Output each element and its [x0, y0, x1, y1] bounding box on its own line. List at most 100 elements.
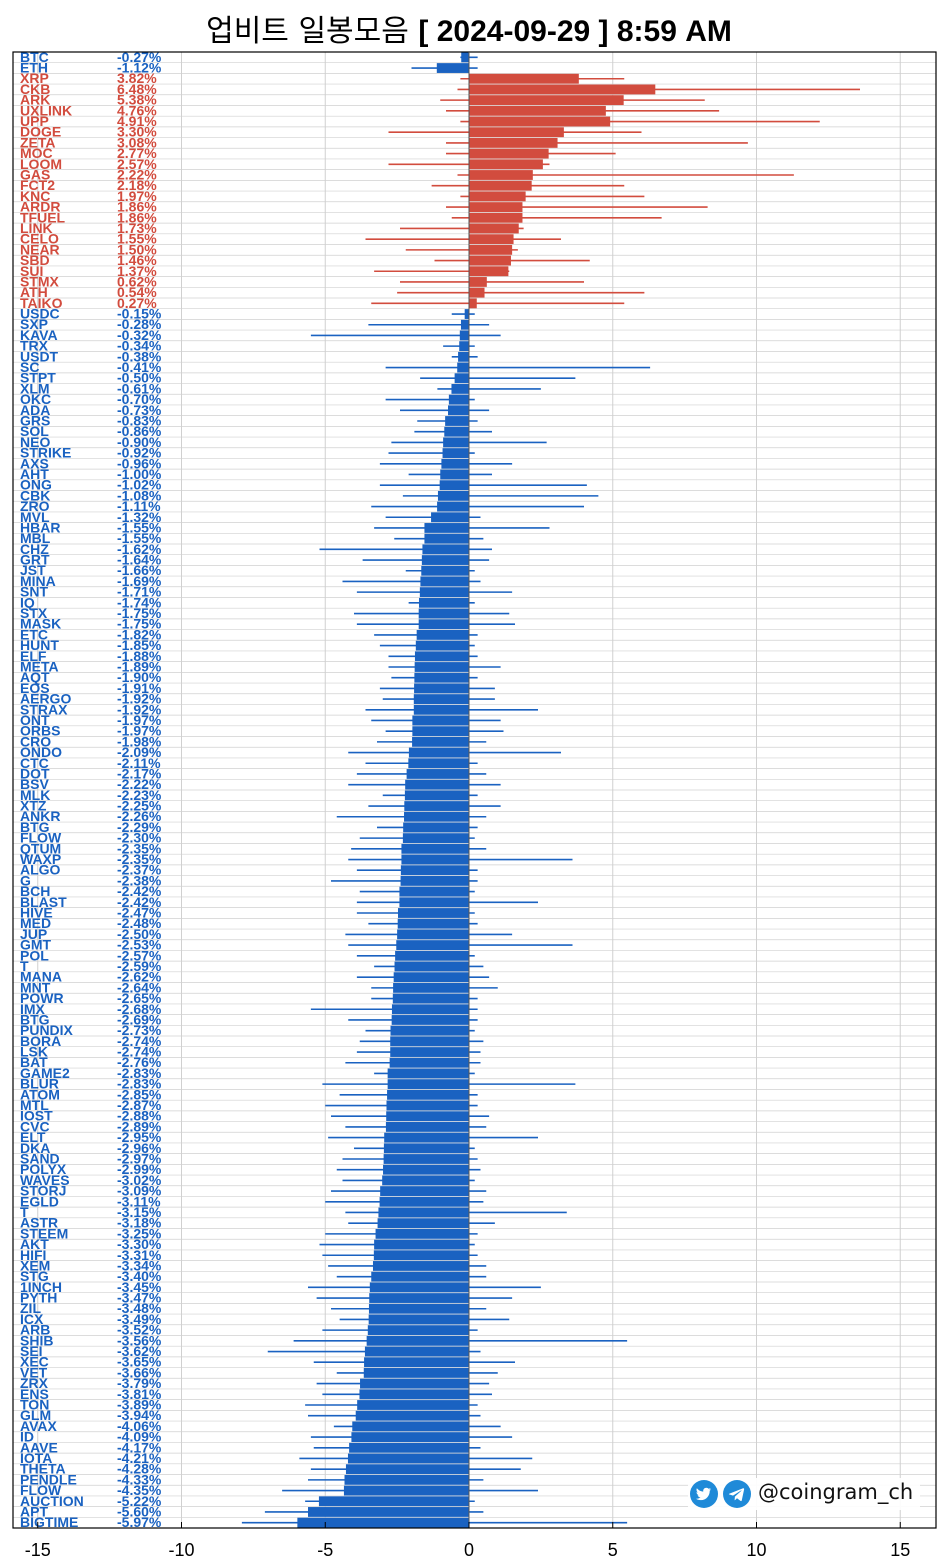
bar-symbol-label: STRAX: [20, 701, 68, 717]
bar-value-label: -2.53%: [117, 937, 162, 953]
bar-value-label: -1.55%: [117, 530, 162, 546]
labels-layer: BTC -0.27% ETH -1.12% XRP 3.82% CKB 6.48% ARK 5.3…: [20, 49, 162, 1530]
bar-symbol-label: CVC: [20, 1118, 50, 1134]
bar-value-label: -2.35%: [117, 840, 162, 856]
bar-symbol-label: T: [20, 1204, 29, 1220]
bar: [454, 373, 469, 384]
bar-value-label: -1.82%: [117, 626, 162, 642]
bar: [412, 726, 469, 737]
bar-value-label: 2.77%: [117, 145, 157, 161]
bar-value-label: -0.28%: [117, 316, 162, 332]
bar: [414, 683, 469, 694]
bar: [412, 736, 469, 747]
bar-value-label: -0.70%: [117, 391, 162, 407]
bar-symbol-label: MASK: [20, 616, 61, 632]
bar-value-label: 3.82%: [117, 70, 157, 86]
bar-value-label: 1.46%: [117, 252, 157, 268]
bar-symbol-label: USDC: [20, 306, 60, 322]
bar-value-label: -0.15%: [117, 306, 162, 322]
bar: [369, 1293, 469, 1303]
bar-value-label: 4.91%: [117, 113, 157, 129]
bar-value-label: -3.94%: [117, 1407, 162, 1423]
bar-value-label: -3.49%: [117, 1311, 162, 1327]
bar-value-label: -5.97%: [117, 1514, 162, 1530]
bar: [406, 769, 469, 779]
bar: [431, 512, 469, 523]
bar-symbol-label: SBD: [20, 252, 50, 268]
bar-symbol-label: POL: [20, 947, 49, 963]
bar: [418, 608, 469, 619]
bar: [399, 886, 469, 897]
bar-symbol-label: GRS: [20, 413, 50, 429]
bar-symbol-label: IOTA: [20, 1450, 52, 1466]
bar-symbol-label: AUCTION: [20, 1493, 84, 1509]
bar-symbol-label: AERGO: [20, 691, 71, 707]
bar: [375, 1228, 469, 1239]
bar-value-label: -2.69%: [117, 1011, 162, 1027]
bar: [355, 1410, 469, 1421]
bar-value-label: -0.61%: [117, 380, 162, 396]
bar-symbol-label: META: [20, 659, 59, 675]
bar-value-label: -3.09%: [117, 1183, 162, 1199]
bar: [419, 587, 469, 598]
bar-symbol-label: LINK: [20, 220, 53, 236]
bar-value-label: -3.31%: [117, 1247, 162, 1263]
bar: [424, 523, 469, 533]
bar-symbol-label: DKA: [20, 1140, 50, 1156]
telegram-icon[interactable]: [723, 1480, 751, 1508]
bar-symbol-label: ICX: [20, 1311, 44, 1327]
bar: [383, 1164, 469, 1175]
twitter-icon[interactable]: [690, 1480, 718, 1508]
bar-symbol-label: MTL: [20, 1097, 49, 1113]
bar-value-label: -1.98%: [117, 733, 162, 749]
bar-value-label: -1.71%: [117, 584, 162, 600]
bar: [345, 1464, 469, 1475]
bar: [460, 319, 469, 330]
bar: [387, 1068, 469, 1079]
bar-symbol-label: ARDR: [20, 199, 60, 215]
bar: [343, 1485, 469, 1496]
bar-symbol-label: MNT: [20, 979, 51, 995]
bar-value-label: -3.45%: [117, 1279, 162, 1295]
bar-value-label: -3.40%: [117, 1268, 162, 1284]
bar-value-label: 4.76%: [117, 102, 157, 118]
bar-symbol-label: CTC: [20, 755, 49, 771]
bar-value-label: -1.92%: [117, 701, 162, 717]
bar: [444, 426, 469, 437]
bar-value-label: -1.97%: [117, 723, 162, 739]
bar: [352, 1421, 469, 1432]
bar-symbol-label: BCH: [20, 883, 50, 899]
bar-symbol-label: ASTR: [20, 1215, 58, 1231]
bar-symbol-label: CHZ: [20, 541, 49, 557]
bar-symbol-label: XTZ: [20, 798, 47, 814]
bar: [359, 1389, 469, 1400]
x-tick-label: -5: [317, 1540, 333, 1560]
bar-symbol-label: MVL: [20, 509, 50, 525]
bar-value-label: -2.65%: [117, 990, 162, 1006]
bar: [364, 1346, 469, 1357]
bar: [377, 1218, 469, 1229]
bar-symbol-label: TON: [20, 1397, 49, 1413]
bar: [469, 73, 579, 84]
bar-symbol-label: ANKR: [20, 808, 60, 824]
bar-value-label: -3.25%: [117, 1225, 162, 1241]
bar-value-label: -3.56%: [117, 1332, 162, 1348]
bar-symbol-label: XLM: [20, 380, 50, 396]
bar: [397, 929, 469, 940]
bar-symbol-label: FLOW: [20, 1482, 62, 1498]
bar-symbol-label: HBAR: [20, 519, 60, 535]
bar: [469, 95, 624, 106]
bar-symbol-label: T: [20, 958, 29, 974]
bar: [297, 1517, 469, 1528]
bar-value-label: 0.27%: [117, 295, 157, 311]
bar: [380, 1186, 469, 1197]
bar-value-label: -2.96%: [117, 1140, 162, 1156]
bar-value-label: -2.85%: [117, 1086, 162, 1102]
bar-value-label: -3.11%: [117, 1193, 161, 1209]
bar-value-label: -2.89%: [117, 1118, 162, 1134]
bar: [404, 801, 469, 811]
bar: [418, 597, 469, 608]
bar-value-label: -4.09%: [117, 1429, 162, 1445]
bar-symbol-label: AVAX: [20, 1418, 57, 1434]
bar-symbol-label: XEC: [20, 1354, 49, 1370]
